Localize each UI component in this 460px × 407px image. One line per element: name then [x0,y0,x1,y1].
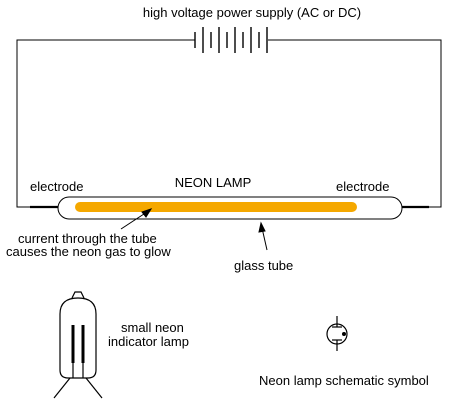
neon-lamp-title: NEON LAMP [175,175,252,190]
power-supply-label: high voltage power supply (AC or DC) [143,5,361,20]
current-label-line1: current through the tube [18,231,157,246]
neon-lamp-schematic-symbol [326,316,348,351]
current-label-line2: causes the neon gas to glow [6,244,171,259]
electrode-left-label: electrode [30,179,83,194]
indicator-label-line1: small neon [121,320,184,335]
battery-symbol [194,27,268,53]
current-arrow [120,208,153,230]
indicator-label-line2: indicator lamp [108,334,189,349]
electrode-right-label: electrode [336,179,389,194]
schematic-symbol-label: Neon lamp schematic symbol [259,373,429,388]
glass-tube-label: glass tube [234,258,293,273]
glass-tube-arrow [258,221,268,251]
circuit-wires [16,39,442,208]
indicator-lamp [53,291,103,399]
